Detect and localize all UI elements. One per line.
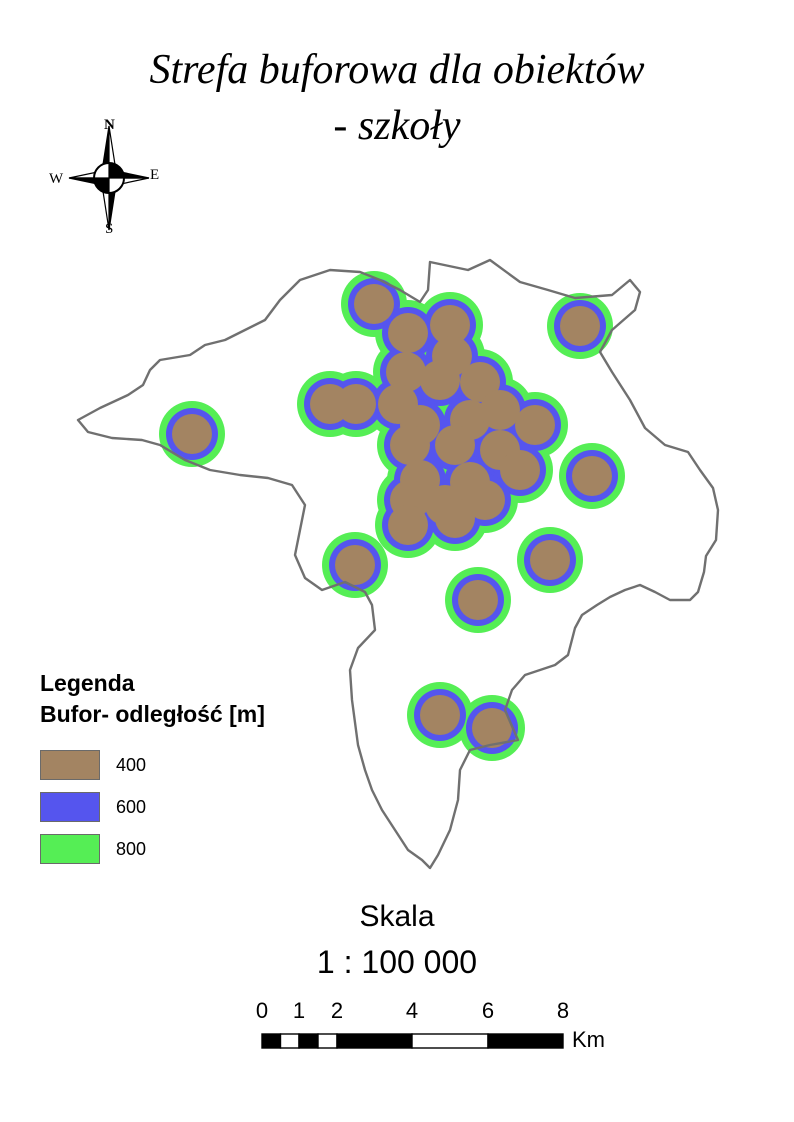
buffer-zone-400-17 <box>500 450 540 490</box>
buffer-zone-400-25 <box>560 306 600 346</box>
scale-segment-3 <box>298 1033 319 1049</box>
legend-item-800: 800 <box>40 828 265 870</box>
buffer-zone-400-24 <box>435 498 475 538</box>
scale-ratio: 1 : 100 000 <box>316 944 478 980</box>
buffer-zone-400-15 <box>435 425 475 465</box>
buffer-zone-400-6 <box>420 360 460 400</box>
buffer-zone-400-3 <box>386 352 426 392</box>
scale-tick-4: 4 <box>406 998 418 1023</box>
legend: Legenda Bufor- odległość [m] 400 600 800 <box>40 668 265 870</box>
legend-items: 400 600 800 <box>40 744 265 870</box>
compass-west-label: W <box>49 171 64 187</box>
compass-south-label: S <box>105 221 114 237</box>
legend-label-800: 800 <box>116 838 147 859</box>
legend-swatch-400 <box>40 750 100 780</box>
legend-swatch-600 <box>40 792 100 822</box>
buffer-zone-400-14 <box>390 425 430 465</box>
buffer-zone-400-26 <box>172 414 212 454</box>
scale-tick-2: 2 <box>331 998 343 1023</box>
buffer-zone-400-7 <box>460 362 500 402</box>
scale-segment-4 <box>317 1033 338 1049</box>
buffer-zone-400-0 <box>354 284 394 324</box>
scale-tick-8: 8 <box>557 998 569 1023</box>
scale-title: Skala <box>359 900 435 933</box>
scale-segment-6 <box>411 1033 489 1049</box>
buffer-zone-400-27 <box>572 456 612 496</box>
legend-swatch-800 <box>40 834 100 864</box>
legend-subtitle: Bufor- odległość [m] <box>40 701 265 727</box>
buffer-zone-400-31 <box>420 695 460 735</box>
scale-tick-0: 0 <box>256 998 268 1023</box>
buffer-zone-400-23 <box>388 505 428 545</box>
legend-label-600: 600 <box>116 796 147 817</box>
compass-north-label: N <box>104 117 115 133</box>
compass-rose-icon <box>68 125 150 231</box>
district-boundary <box>76 258 720 870</box>
buffer-zone-400-9 <box>336 384 376 424</box>
scale-segment-5 <box>336 1033 413 1049</box>
map-title-line1: Strefa buforowa dla obiektów <box>149 47 645 93</box>
map-title-line2: - szkoły <box>333 103 461 149</box>
scale-segment-1 <box>261 1033 282 1049</box>
legend-item-400: 400 <box>40 744 265 786</box>
buffer-zone-400-29 <box>530 540 570 580</box>
buffer-zone-400-20 <box>465 480 505 520</box>
buffer-zone-400-2 <box>430 305 470 345</box>
buffer-zone-400-32 <box>472 708 512 748</box>
buffer-zone-400-30 <box>458 580 498 620</box>
scale-segment-2 <box>279 1033 300 1049</box>
buffer-zone-400-13 <box>515 405 555 445</box>
buffer-zone-400-12 <box>480 390 520 430</box>
map-title: Strefa buforowa dla obiektów - szkoły <box>0 42 794 154</box>
legend-title: Legenda <box>40 670 135 696</box>
compass-east-label: E <box>150 167 160 183</box>
buffer-zones <box>159 271 625 761</box>
scale-unit: Km <box>572 1027 605 1052</box>
legend-label-400: 400 <box>116 754 147 775</box>
scale-segment-7 <box>487 1033 564 1049</box>
scale-tick-6: 6 <box>482 998 494 1023</box>
scale-tick-1: 1 <box>293 998 305 1023</box>
buffer-zone-400-28 <box>335 545 375 585</box>
legend-item-600: 600 <box>40 786 265 828</box>
buffer-zone-400-1 <box>388 313 428 353</box>
scale-bar: 0 1 2 4 6 8 Km <box>256 998 605 1052</box>
